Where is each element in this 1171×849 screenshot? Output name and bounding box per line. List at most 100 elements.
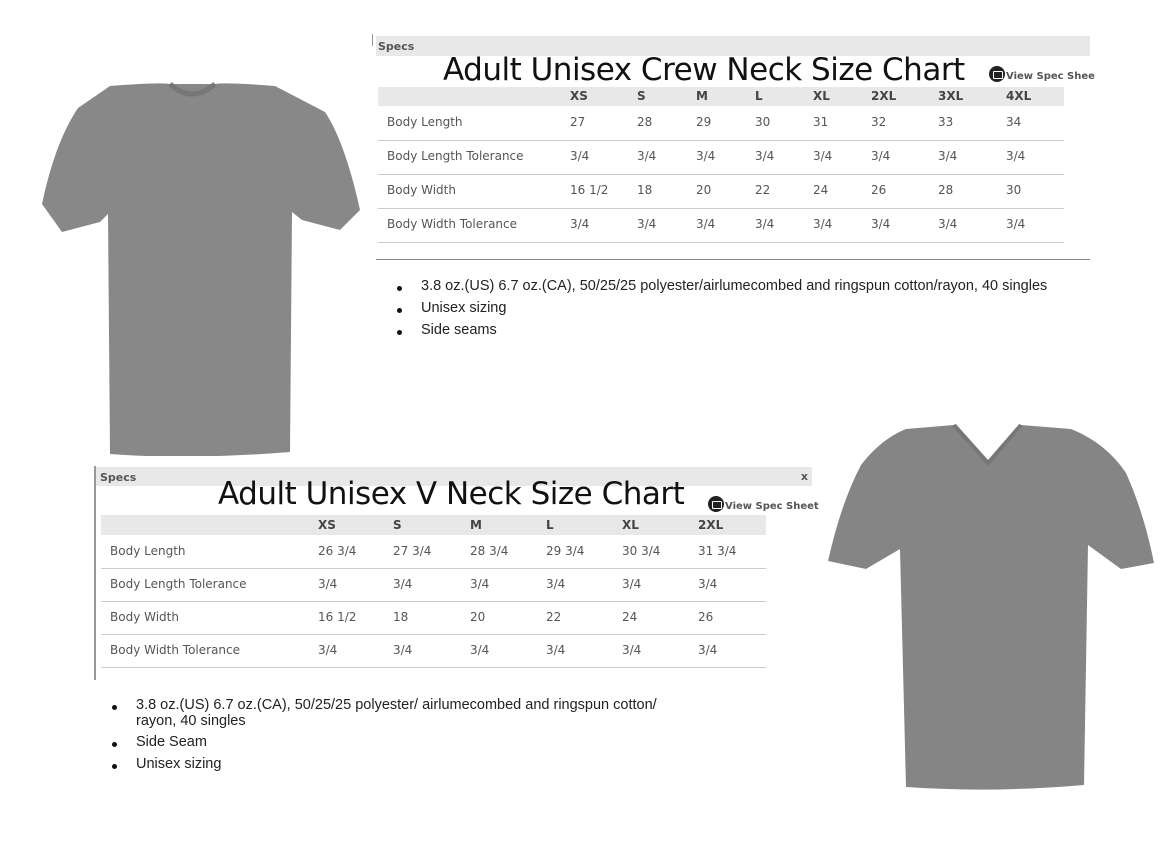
bullet-icon: [397, 330, 402, 335]
table-cell: 3/4: [570, 217, 590, 231]
close-button[interactable]: x: [800, 470, 808, 483]
row-divider: [378, 140, 1064, 141]
row-divider: [378, 242, 1064, 243]
crew-view-spec-sheet-link[interactable]: View Spec Shee: [989, 66, 1095, 82]
list-item: Unisex sizing: [421, 300, 507, 316]
table-cell: 27: [570, 115, 586, 129]
table-cell: 3/4: [470, 576, 490, 591]
size-header-3xl: 3XL: [938, 89, 964, 103]
table-cell: 3/4: [318, 642, 338, 657]
size-header-l: L: [755, 89, 763, 103]
table-cell: 3/4: [570, 149, 590, 163]
specs-label: Specs: [378, 40, 415, 53]
table-cell: 28: [938, 183, 954, 197]
table-cell: 29: [696, 115, 712, 129]
list-item: Side Seam: [136, 734, 207, 750]
table-cell: 3/4: [393, 576, 413, 591]
table-cell: 3/4: [938, 149, 958, 163]
vneck-view-spec-sheet-link[interactable]: View Spec Sheet: [708, 496, 819, 512]
size-header-m: M: [696, 89, 708, 103]
size-header-xs: XS: [318, 518, 336, 532]
row-label: Body Width Tolerance: [387, 217, 518, 231]
table-cell: 3/4: [698, 576, 718, 591]
pdf-icon: [989, 66, 1005, 82]
size-header-4xl: 4XL: [1006, 89, 1032, 103]
table-cell: 26 3/4: [318, 543, 357, 558]
vneck-chart-title: Adult Unisex V Neck Size Chart: [218, 476, 685, 512]
specs-label: Specs: [100, 471, 137, 484]
table-cell: 3/4: [546, 576, 566, 591]
table-cell: 3/4: [1006, 217, 1026, 231]
crew-size-header-row: [378, 87, 1064, 106]
table-cell: 3/4: [637, 217, 657, 231]
table-cell: 27 3/4: [393, 543, 432, 558]
table-cell: 31: [813, 115, 829, 129]
table-cell: 32: [871, 115, 887, 129]
table-cell: 30: [755, 115, 771, 129]
table-cell: 3/4: [470, 642, 490, 657]
row-divider: [378, 174, 1064, 175]
table-cell: 30: [1006, 183, 1022, 197]
table-cell: 30 3/4: [622, 543, 661, 558]
view-spec-label: View Spec Shee: [1006, 71, 1095, 82]
table-cell: 28: [637, 115, 653, 129]
table-cell: 16 1/2: [570, 183, 609, 197]
table-cell: 3/4: [813, 149, 833, 163]
divider: [376, 259, 1090, 260]
crew-specs-header: Specs: [376, 36, 1090, 56]
v-neck-tshirt-image: [828, 423, 1154, 790]
crew-neck-tshirt-image: [42, 82, 360, 456]
row-divider: [101, 601, 766, 602]
table-cell: 18: [637, 183, 653, 197]
crew-chart-title: Adult Unisex Crew Neck Size Chart: [443, 52, 965, 88]
row-divider: [101, 568, 766, 569]
table-cell: 3/4: [622, 642, 642, 657]
size-header-xl: XL: [813, 89, 830, 103]
table-cell: 24: [813, 183, 829, 197]
table-cell: 3/4: [755, 149, 775, 163]
size-header-2xl: 2XL: [871, 89, 897, 103]
list-item: 3.8 oz.(US) 6.7 oz.(CA), 50/25/25 polyes…: [421, 278, 1048, 294]
row-divider: [378, 208, 1064, 209]
list-item: Unisex sizing: [136, 756, 222, 772]
list-item: rayon, 40 singles: [136, 713, 246, 729]
size-header-xl: XL: [622, 518, 639, 532]
table-cell: 26: [698, 609, 714, 624]
table-cell: 3/4: [393, 642, 413, 657]
table-cell: 3/4: [318, 576, 338, 591]
table-cell: 20: [696, 183, 712, 197]
size-header-xs: XS: [570, 89, 588, 103]
table-cell: 22: [546, 609, 562, 624]
bullet-icon: [112, 764, 117, 769]
row-divider: [101, 634, 766, 635]
row-label: Body Length: [387, 115, 463, 129]
panel-border: [94, 466, 96, 680]
table-cell: 28 3/4: [470, 543, 509, 558]
row-label: Body Length: [110, 543, 186, 558]
table-cell: 3/4: [813, 217, 833, 231]
table-cell: 3/4: [871, 149, 891, 163]
row-label: Body Length Tolerance: [110, 576, 247, 591]
table-cell: 22: [755, 183, 771, 197]
list-item: Side seams: [421, 322, 497, 338]
table-cell: 3/4: [698, 642, 718, 657]
row-label: Body Length Tolerance: [387, 149, 524, 163]
table-cell: 29 3/4: [546, 543, 585, 558]
table-cell: 33: [938, 115, 954, 129]
bullet-icon: [112, 742, 117, 747]
row-label: Body Width: [387, 183, 456, 197]
view-spec-label: View Spec Sheet: [725, 501, 819, 512]
table-cell: 3/4: [637, 149, 657, 163]
table-cell: 20: [470, 609, 486, 624]
row-label: Body Width: [110, 609, 179, 624]
bullet-icon: [397, 308, 402, 313]
bullet-icon: [112, 705, 117, 710]
table-cell: 3/4: [1006, 149, 1026, 163]
size-header-s: S: [393, 518, 402, 532]
table-cell: 31 3/4: [698, 543, 737, 558]
bullet-icon: [397, 286, 402, 291]
row-divider: [101, 667, 766, 668]
size-header-m: M: [470, 518, 482, 532]
table-cell: 18: [393, 609, 409, 624]
table-cell: 3/4: [755, 217, 775, 231]
